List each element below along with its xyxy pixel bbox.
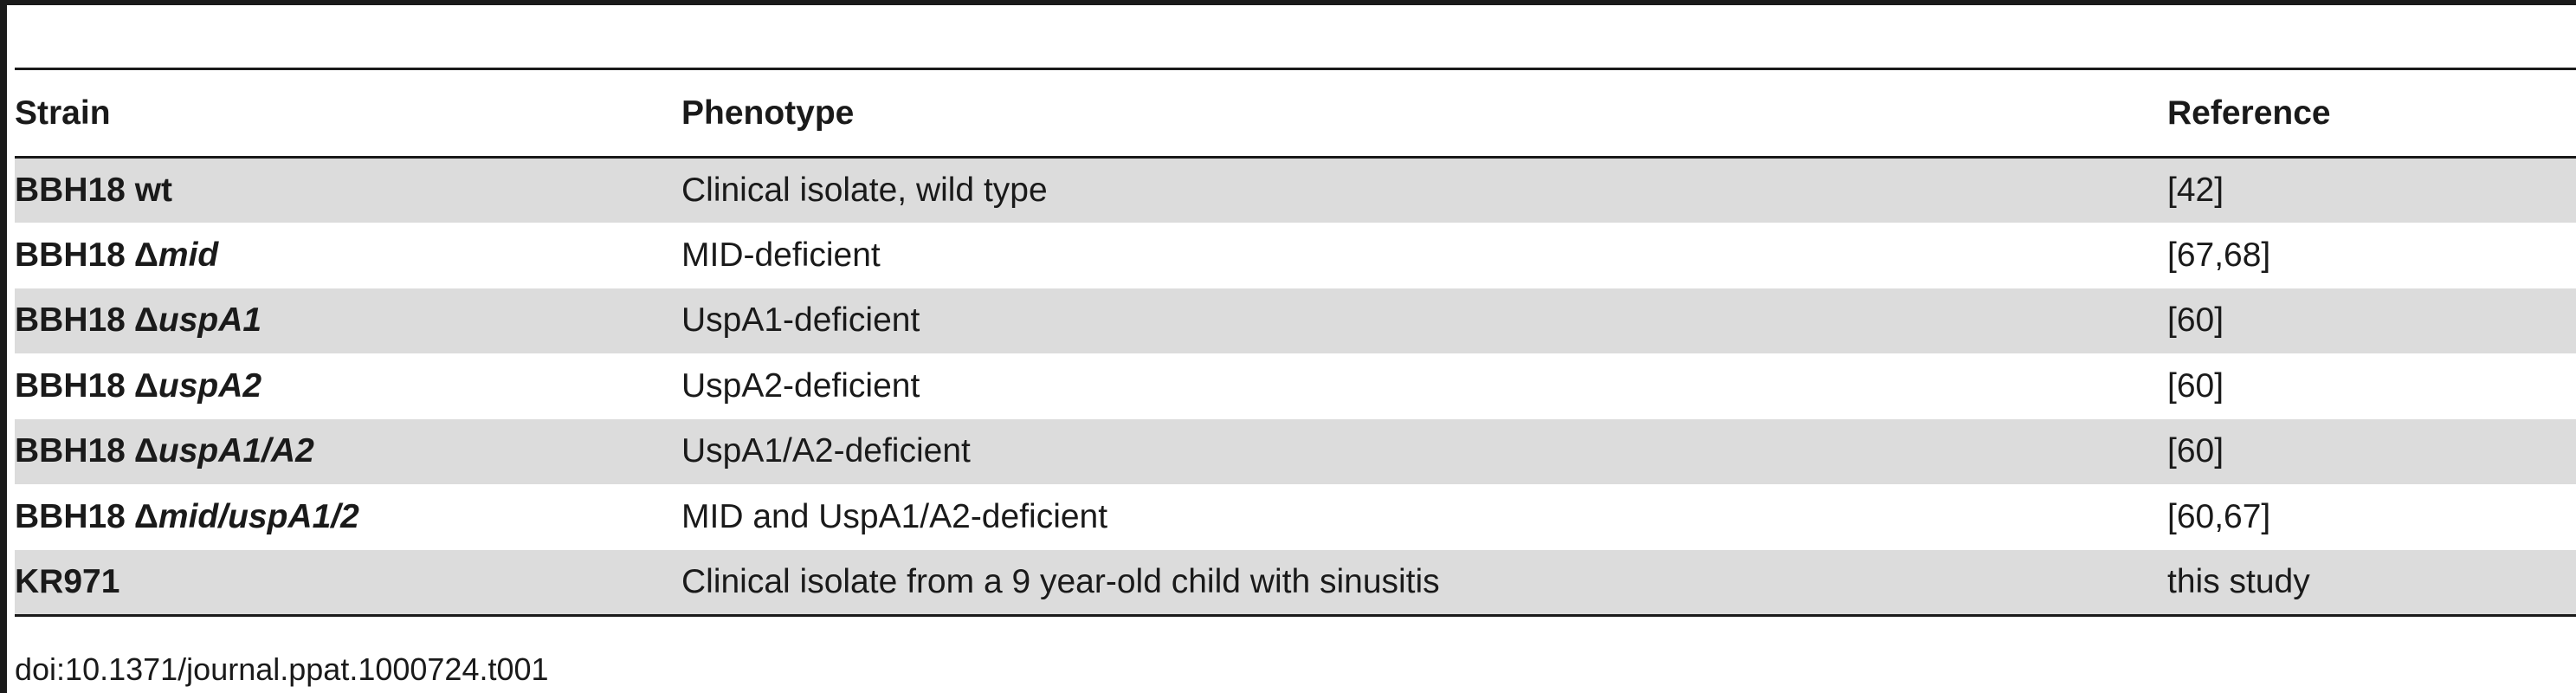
header-strain: Strain (15, 94, 111, 132)
strain-cell: BBH18 ΔuspA1/A2 (15, 419, 681, 485)
phenotype-cell: Clinical isolate, wild type (681, 172, 1048, 209)
table-row: BBH18 ΔuspA2 UspA2-deficient [60] (15, 353, 2576, 419)
strain-table: Strain Phenotype Reference BBH18 wt Clin… (15, 68, 2576, 617)
table-row: BBH18 ΔuspA1/A2 UspA1/A2-deficient [60] (15, 418, 2576, 485)
table-row: BBH18 Δmid/uspA1/2 MID and UspA1/A2-defic… (15, 484, 2576, 550)
table-row: BBH18 ΔuspA1 UspA1-deficient [60] (15, 288, 2576, 354)
strain-cell: BBH18 ΔuspA1 (15, 288, 681, 354)
deleted-gene: uspA2 (158, 366, 262, 405)
deleted-gene: mid/uspA1/2 (158, 497, 359, 535)
table-row: KR971 Clinical isolate from a 9 year-old… (15, 549, 2576, 616)
strain-cell: BBH18 wt (15, 158, 681, 223)
strain-table-container: Strain Phenotype Reference BBH18 wt Clin… (15, 68, 2576, 617)
strain-cell: BBH18 Δmid (15, 223, 681, 288)
deleted-gene: uspA1 (158, 301, 262, 340)
reference-cell: [42] (2167, 172, 2224, 209)
table-header-row: Strain Phenotype Reference (15, 68, 2576, 158)
deleted-gene: uspA1/A2 (158, 432, 314, 470)
doi-caption: doi:10.1371/journal.ppat.1000724.t001 (15, 651, 549, 687)
reference-cell: [67,68] (2167, 236, 2271, 274)
phenotype-cell: Clinical isolate from a 9 year-old child… (681, 562, 1440, 600)
header-phenotype: Phenotype (681, 94, 855, 132)
strain-cell: KR971 (15, 550, 681, 616)
phenotype-cell: UspA1/A2-deficient (681, 432, 971, 470)
table-row: BBH18 Δmid MID-deficient [67,68] (15, 223, 2576, 288)
phenotype-cell: MID and UspA1/A2-deficient (681, 497, 1108, 535)
strain-name: BBH18 (15, 432, 126, 470)
deletion-symbol: Δ (133, 301, 158, 340)
deletion-symbol: Δ (133, 497, 158, 535)
strain-name: BBH18 (15, 236, 126, 274)
reference-cell: [60,67] (2167, 497, 2271, 535)
deletion-symbol: Δ (133, 432, 158, 470)
header-reference: Reference (2167, 94, 2331, 132)
left-border-rule (0, 0, 7, 693)
top-border-rule (0, 0, 2576, 5)
deletion-symbol: Δ (133, 236, 158, 274)
strain-name: BBH18 wt (15, 172, 173, 209)
strain-cell: BBH18 ΔuspA2 (15, 353, 681, 419)
deletion-symbol: Δ (133, 366, 158, 405)
strain-name: BBH18 (15, 301, 126, 340)
deleted-gene: mid (158, 236, 219, 274)
phenotype-cell: UspA2-deficient (681, 366, 920, 405)
phenotype-cell: MID-deficient (681, 236, 881, 274)
strain-name: BBH18 (15, 366, 126, 405)
phenotype-cell: UspA1-deficient (681, 301, 920, 340)
reference-cell: [60] (2167, 366, 2224, 405)
reference-cell: [60] (2167, 301, 2224, 340)
reference-cell: [60] (2167, 432, 2224, 470)
strain-name: BBH18 (15, 497, 126, 535)
strain-name: KR971 (15, 562, 120, 600)
strain-cell: BBH18 Δmid/uspA1/2 (15, 484, 681, 550)
reference-cell: this study (2167, 562, 2310, 600)
table-row: BBH18 wt Clinical isolate, wild type [42… (15, 157, 2576, 223)
